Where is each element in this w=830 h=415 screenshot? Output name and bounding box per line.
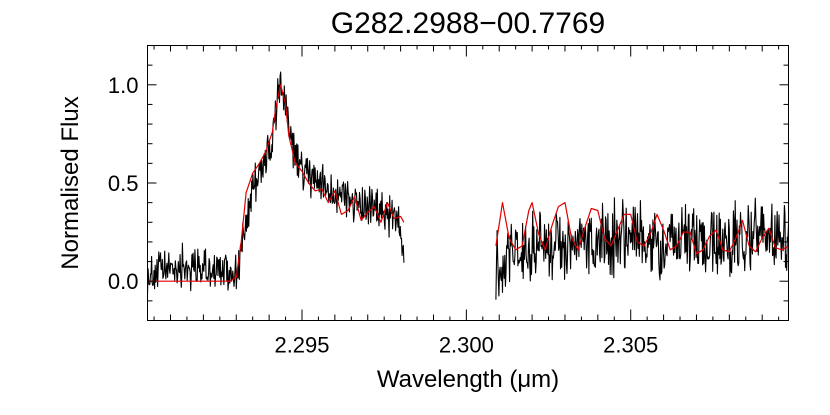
model-fit-line-segment-1 — [147, 84, 405, 282]
tick-labels: 2.295 2.300 2.305 0.0 0.5 1.0 — [108, 73, 658, 358]
x-axis-label: Wavelength (μm) — [377, 366, 559, 393]
series-group — [146, 71, 790, 300]
y-tick-label: 0.5 — [108, 171, 139, 196]
axis-ticks — [147, 45, 789, 321]
x-tick-label: 2.295 — [274, 333, 329, 358]
x-tick-label: 2.305 — [603, 333, 658, 358]
y-axis-label: Normalised Flux — [57, 96, 84, 269]
observed-spectrum-line-segment-1 — [146, 71, 405, 295]
y-tick-label: 0.0 — [108, 269, 139, 294]
chart-title: G282.2988−00.7769 — [331, 7, 605, 40]
plot-frame — [147, 45, 789, 321]
model-fit-line-segment-2 — [495, 202, 789, 255]
y-tick-label: 1.0 — [108, 73, 139, 98]
observed-spectrum-line-segment-2 — [495, 197, 790, 300]
x-tick-label: 2.300 — [439, 333, 494, 358]
plot-area: 2.295 2.300 2.305 0.0 0.5 1.0 — [108, 45, 790, 358]
